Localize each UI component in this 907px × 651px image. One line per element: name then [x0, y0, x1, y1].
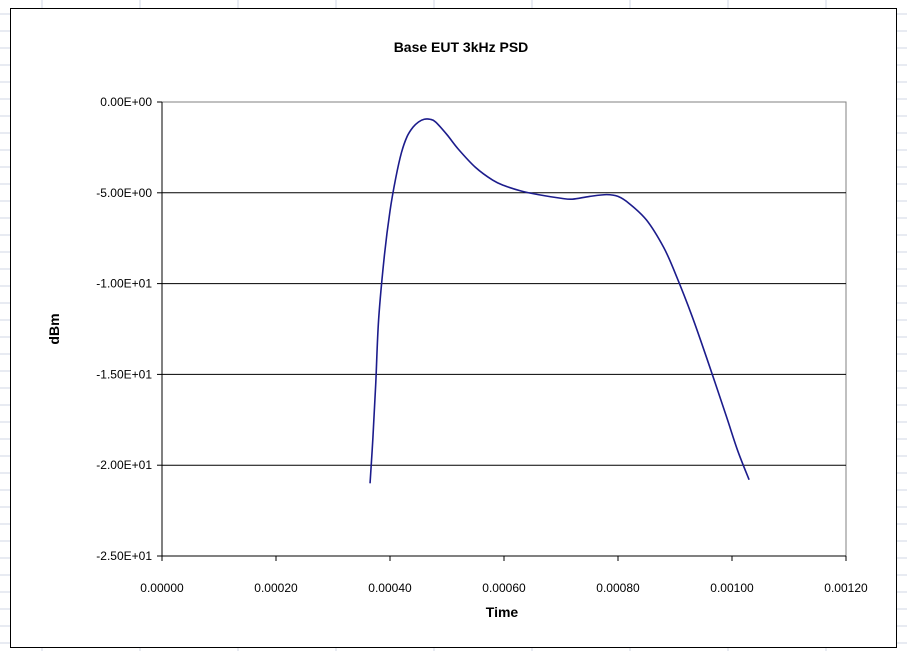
- x-tick-label: 0.00000: [140, 581, 184, 595]
- x-tick-label: 0.00100: [710, 581, 754, 595]
- y-axis-label: dBm: [46, 313, 62, 344]
- y-tick-label: 0.00E+00: [100, 95, 152, 109]
- y-tick-label: -2.50E+01: [96, 549, 152, 563]
- x-tick-label: 0.00120: [824, 581, 868, 595]
- y-tick-label: -2.00E+01: [96, 458, 152, 472]
- x-tick-label: 0.00080: [596, 581, 640, 595]
- chart-area[interactable]: Base EUT 3kHz PSD 0.00E+00 -5.00E+00 -1.00…: [10, 8, 897, 648]
- chart-title: Base EUT 3kHz PSD: [394, 39, 529, 55]
- series-layer: [369, 118, 750, 484]
- x-axis-label: Time: [486, 604, 519, 620]
- x-tick-label: 0.00040: [368, 581, 412, 595]
- y-tick-label: -5.00E+00: [96, 186, 152, 200]
- series-line: [369, 118, 750, 484]
- x-axis-ticks: 0.00000 0.00020 0.00040 0.00060 0.00080 0.001…: [140, 556, 868, 595]
- x-tick-label: 0.00020: [254, 581, 298, 595]
- chart-svg: Base EUT 3kHz PSD 0.00E+00 -5.00E+00 -1.00…: [46, 39, 868, 620]
- y-tick-label: -1.00E+01: [96, 277, 152, 291]
- plot-area: [161, 101, 847, 557]
- y-tick-label: -1.50E+01: [96, 367, 152, 381]
- y-axis-ticks: 0.00E+00 -5.00E+00 -1.00E+01 -1.50E+01 -2.00…: [96, 95, 162, 563]
- x-tick-label: 0.00060: [482, 581, 526, 595]
- y-gridlines: [162, 192, 846, 466]
